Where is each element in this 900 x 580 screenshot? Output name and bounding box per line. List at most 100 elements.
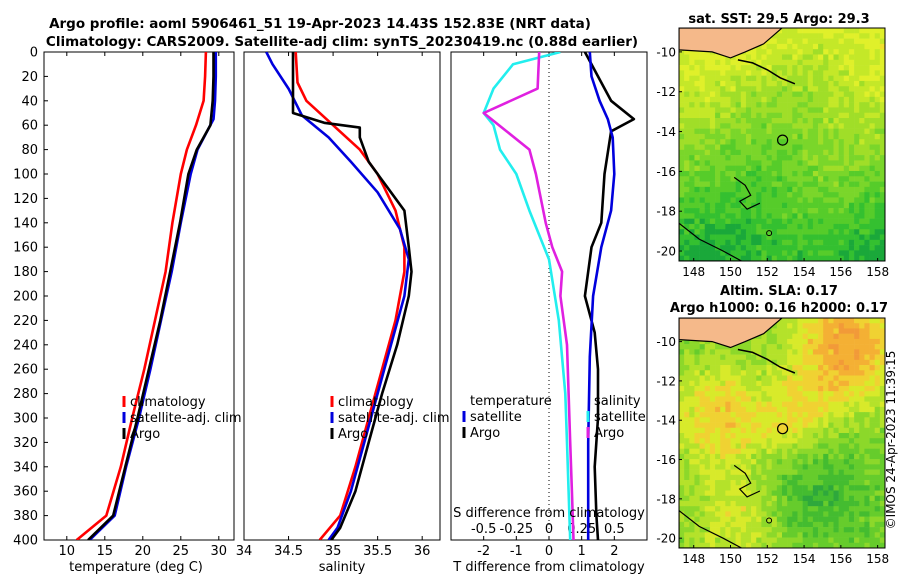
field-cell xyxy=(802,537,809,544)
field-cell xyxy=(859,500,865,507)
field-cell xyxy=(776,208,783,214)
field-cell xyxy=(828,223,834,230)
field-cell xyxy=(787,229,793,235)
field-cell xyxy=(725,448,731,455)
field-cell xyxy=(833,96,839,103)
field-cell xyxy=(756,427,762,434)
field-cell xyxy=(869,349,875,355)
new-guinea-landmass xyxy=(679,28,783,59)
field-cell xyxy=(802,318,809,324)
field-cell xyxy=(771,485,778,491)
field-cell xyxy=(797,500,803,507)
field-cell xyxy=(838,245,845,251)
lat-tick-label: -16 xyxy=(656,165,676,179)
field-cell xyxy=(756,176,762,182)
field-cell xyxy=(709,375,716,382)
legend-label-climatology: climatology xyxy=(338,395,414,410)
field-cell xyxy=(689,176,695,182)
field-cell xyxy=(720,359,726,366)
field-cell xyxy=(766,43,772,50)
field-cell xyxy=(838,521,845,528)
field-cell xyxy=(720,65,726,71)
field-cell xyxy=(833,506,839,512)
field-cell xyxy=(879,239,885,246)
field-cell xyxy=(694,139,700,145)
field-cell xyxy=(787,218,793,225)
field-cell xyxy=(679,255,685,261)
field-cell xyxy=(848,186,855,193)
field-cell xyxy=(751,469,757,476)
field-cell xyxy=(730,170,736,177)
field-cell xyxy=(859,448,865,455)
field-cell xyxy=(843,516,850,523)
field-cell xyxy=(869,165,875,172)
field-cell xyxy=(874,54,881,61)
field-cell xyxy=(782,65,788,71)
field-cell xyxy=(704,107,711,114)
field-cell xyxy=(756,91,762,98)
field-cell xyxy=(823,133,829,140)
field-cell xyxy=(818,128,824,135)
field-cell xyxy=(745,208,752,214)
field-cell xyxy=(684,112,690,119)
field-cell xyxy=(720,165,726,172)
field-cell xyxy=(689,417,695,423)
field-cell xyxy=(859,165,865,172)
field-cell xyxy=(771,349,778,355)
field-cell xyxy=(854,192,860,198)
field-cell xyxy=(838,80,845,87)
field-cell xyxy=(787,186,793,193)
field-cell xyxy=(859,86,865,92)
field-cell xyxy=(854,33,860,39)
field-cell xyxy=(699,255,706,261)
field-cell xyxy=(843,318,850,324)
field-cell xyxy=(843,43,850,50)
field-cell xyxy=(838,532,845,538)
field-cell xyxy=(812,75,819,82)
field-cell xyxy=(879,406,885,413)
field-cell xyxy=(699,474,706,481)
field-cell xyxy=(854,338,860,345)
field-cell xyxy=(684,412,690,418)
field-cell xyxy=(730,197,736,204)
field-cell xyxy=(751,349,757,355)
field-cell xyxy=(709,133,716,140)
field-cell xyxy=(797,107,803,114)
field-cell xyxy=(843,328,850,334)
field-cell xyxy=(823,480,829,486)
field-cell xyxy=(715,391,721,397)
field-cell xyxy=(689,406,695,413)
field-cell xyxy=(859,527,865,533)
field-cell xyxy=(879,412,885,418)
field-cell xyxy=(828,54,834,61)
field-cell xyxy=(854,75,860,82)
field-cell xyxy=(802,128,809,135)
field-cell xyxy=(812,43,819,50)
field-cell xyxy=(699,128,706,135)
field-cell xyxy=(792,344,798,350)
field-cell xyxy=(879,28,885,34)
field-cell xyxy=(869,229,875,235)
y-tick-label: 220 xyxy=(13,314,38,329)
field-cell xyxy=(787,328,793,334)
legend-label-s-argo: Argo xyxy=(594,426,624,441)
field-cell xyxy=(874,197,881,204)
field-cell xyxy=(766,485,772,491)
field-cell xyxy=(833,359,839,366)
field-cell xyxy=(751,412,757,418)
y-tick-label: 400 xyxy=(13,534,38,549)
field-cell xyxy=(684,234,690,241)
field-cell xyxy=(818,365,824,371)
field-cell xyxy=(854,250,860,257)
field-cell xyxy=(679,234,685,241)
field-cell xyxy=(735,86,742,92)
field-cell xyxy=(709,396,716,402)
field-cell xyxy=(735,202,742,209)
field-cell xyxy=(869,213,875,219)
field-cell xyxy=(740,80,747,87)
field-cell xyxy=(802,490,809,497)
field-cell xyxy=(761,537,767,544)
field-cell xyxy=(823,245,829,251)
field-cell xyxy=(869,511,875,517)
field-cell xyxy=(756,417,762,423)
